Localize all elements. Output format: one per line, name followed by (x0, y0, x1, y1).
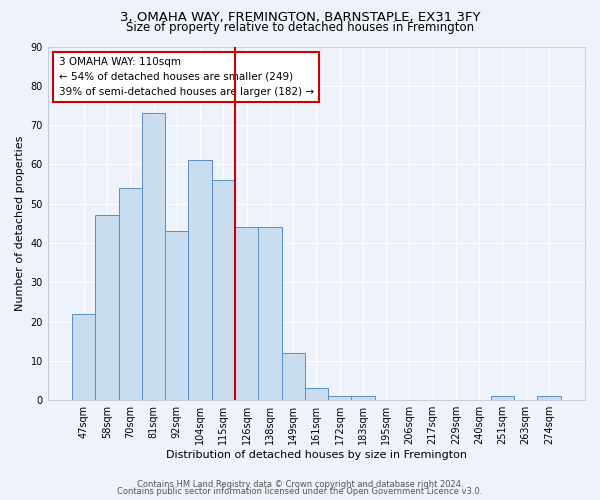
X-axis label: Distribution of detached houses by size in Fremington: Distribution of detached houses by size … (166, 450, 467, 460)
Text: Contains HM Land Registry data © Crown copyright and database right 2024.: Contains HM Land Registry data © Crown c… (137, 480, 463, 489)
Text: 3 OMAHA WAY: 110sqm
← 54% of detached houses are smaller (249)
39% of semi-detac: 3 OMAHA WAY: 110sqm ← 54% of detached ho… (59, 57, 314, 96)
Bar (281, 353, 305, 400)
Bar (351, 396, 374, 400)
Bar (328, 396, 351, 400)
Text: Size of property relative to detached houses in Fremington: Size of property relative to detached ho… (126, 21, 474, 34)
Text: Contains public sector information licensed under the Open Government Licence v3: Contains public sector information licen… (118, 487, 482, 496)
Bar (165, 231, 188, 400)
Y-axis label: Number of detached properties: Number of detached properties (15, 136, 25, 311)
Bar (305, 388, 328, 400)
Bar (258, 228, 281, 400)
Bar (235, 228, 258, 400)
Bar (95, 216, 119, 400)
Bar (142, 114, 165, 400)
Bar (72, 314, 95, 400)
Bar (119, 188, 142, 400)
Bar (538, 396, 560, 400)
Bar (188, 160, 212, 400)
Text: 3, OMAHA WAY, FREMINGTON, BARNSTAPLE, EX31 3FY: 3, OMAHA WAY, FREMINGTON, BARNSTAPLE, EX… (120, 11, 480, 24)
Bar (212, 180, 235, 400)
Bar (491, 396, 514, 400)
